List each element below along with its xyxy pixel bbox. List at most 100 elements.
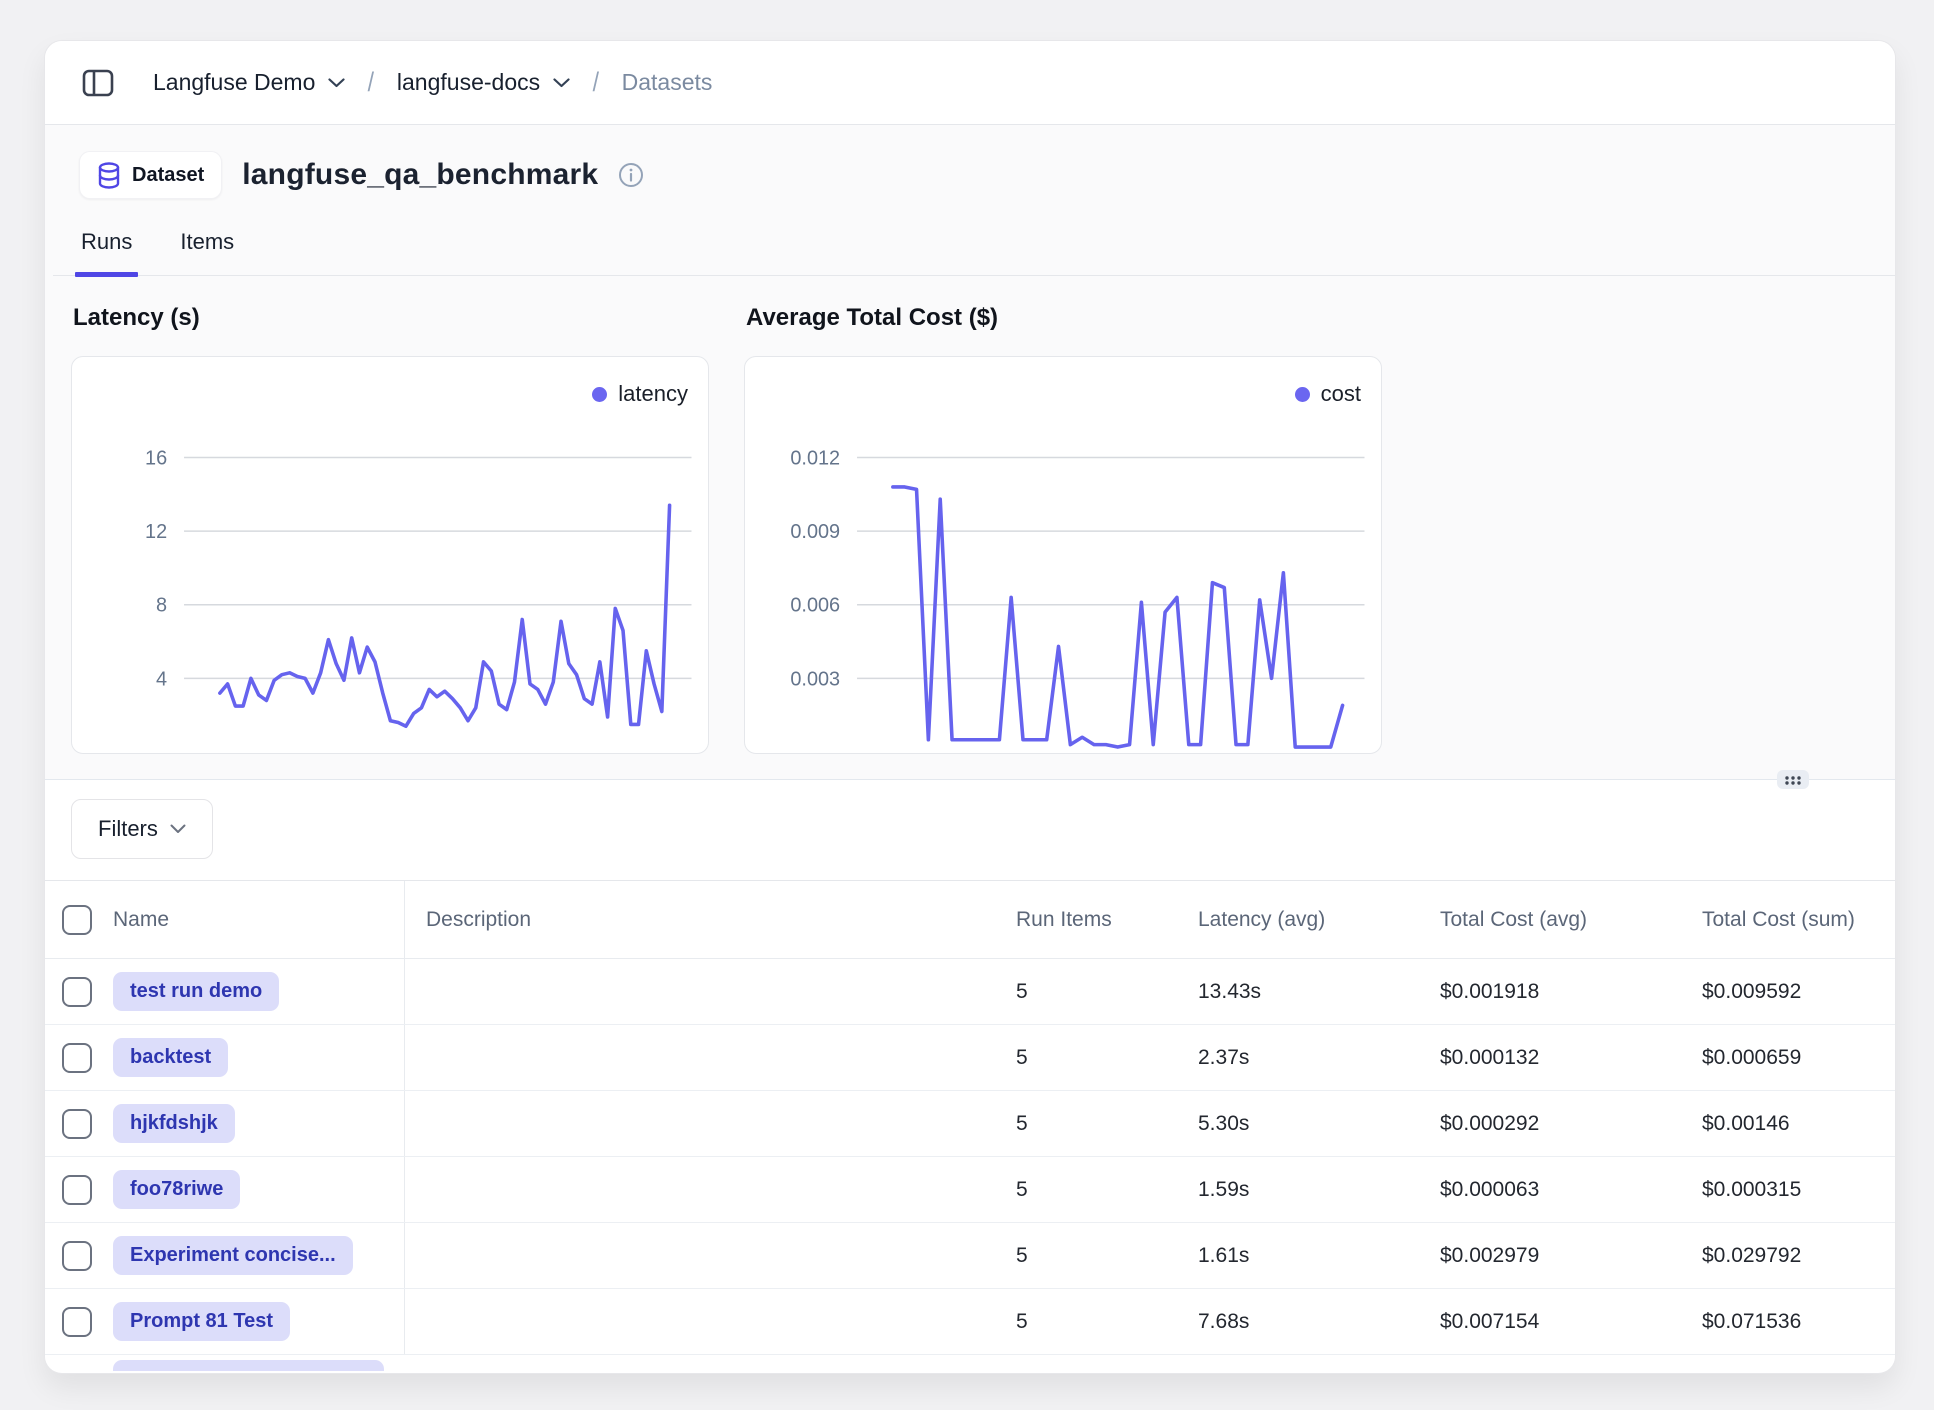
svg-text:4: 4: [156, 668, 167, 690]
latency-legend: latency: [592, 381, 688, 407]
select-all-checkbox[interactable]: [62, 905, 92, 935]
table-row: Experiment concise...51.61s$0.002979$0.0…: [45, 1223, 1895, 1289]
latency-avg-cell: 7.68s: [1173, 1310, 1415, 1334]
runs-table-section: Filters Name Description Run Items Laten…: [45, 780, 1895, 1371]
run-name-cell: Prompt 81 Test: [111, 1289, 405, 1354]
latency-legend-label: latency: [618, 381, 688, 407]
chevron-down-icon: [170, 824, 186, 834]
latency-avg-cell: 2.37s: [1173, 1046, 1415, 1070]
main-panel: Langfuse Demo / langfuse-docs / Datasets: [44, 40, 1896, 1374]
run-name-cell: hjkfdshjk: [111, 1091, 405, 1156]
row-checkbox[interactable]: [62, 1175, 92, 1205]
row-select-cell: [45, 1175, 111, 1205]
latency-chart: 161284 latency: [71, 356, 709, 754]
total-cost-avg-cell: $0.000132: [1415, 1046, 1677, 1070]
org-switcher[interactable]: Langfuse Demo: [153, 69, 345, 96]
run-items-cell: 5: [991, 1046, 1173, 1070]
charts-row: Latency (s) 161284 latency Average Total…: [71, 304, 1869, 754]
tab-bar: Runs Items: [79, 229, 1869, 276]
total-cost-sum-cell: $0.00146: [1677, 1112, 1895, 1136]
runs-table: Name Description Run Items Latency (avg)…: [45, 880, 1895, 1371]
run-name-badge-partial[interactable]: [113, 1360, 384, 1371]
svg-text:12: 12: [145, 521, 167, 543]
run-name-badge[interactable]: foo78riwe: [113, 1170, 240, 1209]
tab-items[interactable]: Items: [178, 229, 236, 276]
total-cost-avg-cell: $0.000292: [1415, 1112, 1677, 1136]
cost-line-chart: 0.0120.0090.0060.003: [745, 357, 1381, 753]
cost-chart-title: Average Total Cost ($): [746, 304, 1382, 332]
row-checkbox[interactable]: [62, 1307, 92, 1337]
total-cost-avg-cell: $0.001918: [1415, 980, 1677, 1004]
run-name-badge[interactable]: Prompt 81 Test: [113, 1302, 290, 1341]
column-header-total-cost-sum: Total Cost (sum): [1677, 908, 1895, 932]
total-cost-sum-cell: $0.009592: [1677, 980, 1895, 1004]
row-checkbox[interactable]: [62, 1241, 92, 1271]
row-checkbox[interactable]: [62, 977, 92, 1007]
dataset-badge-label: Dataset: [132, 164, 204, 187]
org-name: Langfuse Demo: [153, 69, 315, 96]
run-name-badge[interactable]: hjkfdshjk: [113, 1104, 235, 1143]
page-title: langfuse_qa_benchmark: [242, 158, 598, 192]
table-row: backtest 52.37s$0.000132$0.000659: [45, 1025, 1895, 1091]
panel-left-icon: [82, 69, 114, 97]
run-description-cell: [405, 1223, 991, 1288]
drag-handle-icon[interactable]: [1777, 770, 1809, 789]
latency-chart-block: Latency (s) 161284 latency: [71, 304, 709, 754]
run-items-cell: 5: [991, 1310, 1173, 1334]
total-cost-sum-cell: $0.000315: [1677, 1178, 1895, 1202]
cost-legend-label: cost: [1321, 381, 1361, 407]
tab-runs[interactable]: Runs: [79, 229, 134, 276]
run-name-badge[interactable]: Experiment concise...: [113, 1236, 353, 1275]
total-cost-sum-cell: $0.000659: [1677, 1046, 1895, 1070]
filters-button[interactable]: Filters: [71, 799, 213, 859]
run-name-cell: backtest: [111, 1025, 405, 1090]
table-row: foo78riwe51.59s$0.000063$0.000315: [45, 1157, 1895, 1223]
breadcrumb: Langfuse Demo / langfuse-docs / Datasets: [153, 67, 712, 98]
row-checkbox[interactable]: [62, 1043, 92, 1073]
row-select-cell: [45, 1307, 111, 1337]
dataset-section: Dataset langfuse_qa_benchmark Runs Items…: [45, 125, 1895, 780]
run-description-cell: [405, 1091, 991, 1156]
latency-avg-cell: 1.61s: [1173, 1244, 1415, 1268]
table-row: hjkfdshjk55.30s$0.000292$0.00146: [45, 1091, 1895, 1157]
project-name: langfuse-docs: [397, 69, 540, 96]
table-row: test run demo513.43s$0.001918$0.009592: [45, 959, 1895, 1025]
chevron-down-icon: [328, 78, 345, 88]
total-cost-sum-cell: $0.029792: [1677, 1244, 1895, 1268]
run-description-cell: [405, 1157, 991, 1222]
breadcrumb-bar: Langfuse Demo / langfuse-docs / Datasets: [45, 41, 1895, 125]
svg-text:0.009: 0.009: [790, 521, 840, 543]
run-items-cell: 5: [991, 1178, 1173, 1202]
row-select-cell: [45, 1109, 111, 1139]
chevron-down-icon: [553, 78, 570, 88]
project-switcher[interactable]: langfuse-docs: [397, 69, 570, 96]
svg-text:16: 16: [145, 447, 167, 469]
total-cost-avg-cell: $0.002979: [1415, 1244, 1677, 1268]
filters-bar: Filters: [45, 780, 1895, 859]
latency-avg-cell: 1.59s: [1173, 1178, 1415, 1202]
column-header-description: Description: [405, 881, 991, 958]
info-icon[interactable]: [618, 162, 644, 188]
cost-chart-block: Average Total Cost ($) 0.0120.0090.0060.…: [744, 304, 1382, 754]
svg-text:0.003: 0.003: [790, 668, 840, 690]
run-description-cell: [405, 959, 991, 1024]
breadcrumb-separator: /: [593, 67, 599, 98]
legend-dot-icon: [1295, 387, 1310, 402]
run-name-badge[interactable]: backtest: [113, 1038, 228, 1077]
run-name-cell: Experiment concise...: [111, 1223, 405, 1288]
run-items-cell: 5: [991, 980, 1173, 1004]
latency-avg-cell: 5.30s: [1173, 1112, 1415, 1136]
database-icon: [97, 161, 121, 190]
column-header-run-items: Run Items: [991, 908, 1173, 932]
row-checkbox[interactable]: [62, 1109, 92, 1139]
breadcrumb-datasets-link[interactable]: Datasets: [622, 69, 713, 96]
row-select-cell: [45, 977, 111, 1007]
dataset-header: Dataset langfuse_qa_benchmark: [79, 151, 1869, 199]
run-name-badge[interactable]: test run demo: [113, 972, 279, 1011]
select-all-cell: [45, 905, 111, 935]
total-cost-sum-cell: $0.071536: [1677, 1310, 1895, 1334]
column-header-name: Name: [111, 881, 405, 958]
total-cost-avg-cell: $0.007154: [1415, 1310, 1677, 1334]
sidebar-toggle-button[interactable]: [75, 60, 121, 106]
svg-text:0.012: 0.012: [790, 447, 840, 469]
